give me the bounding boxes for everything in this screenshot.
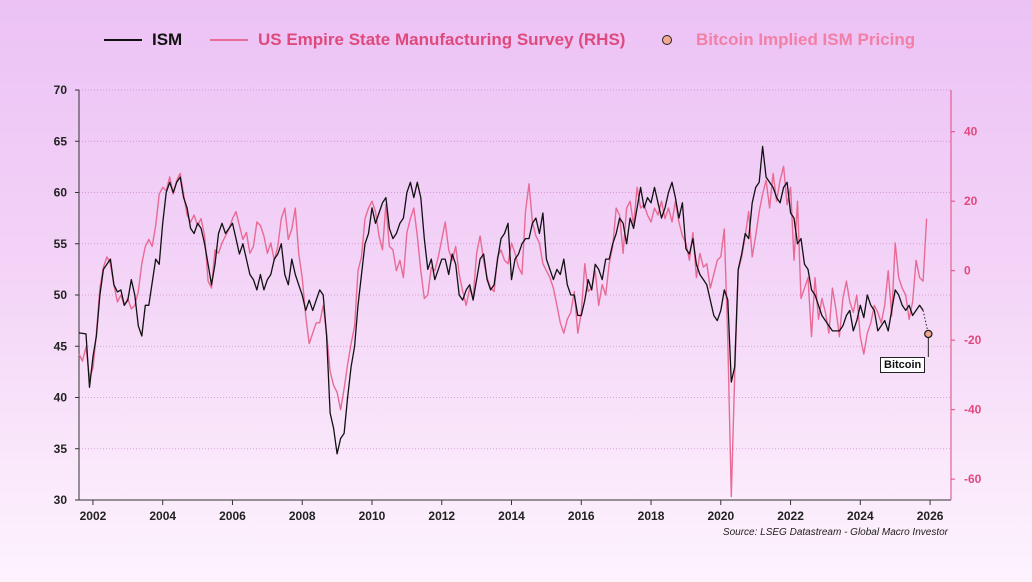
legend-item-bitcoin: Bitcoin Implied ISM Pricing [662, 30, 915, 50]
empire-series-line [78, 165, 928, 498]
series-lines [78, 145, 928, 498]
source-note: Source: LSEG Datastream - Global Macro I… [722, 527, 948, 538]
y-right-tick-label: 40 [964, 125, 978, 139]
legend-ism-label: ISM [152, 30, 183, 49]
y-right-tick-label: -60 [964, 472, 982, 486]
y-left-tick-label: 55 [54, 237, 68, 251]
tick-labels: 30 35 40 45 50 55 60 65 70 -60 -40 -20 0 20 40 2002 2004… [54, 83, 982, 523]
x-tick-label: 2008 [289, 509, 316, 523]
x-tick-label: 2002 [80, 509, 107, 523]
y-left-tick-label: 70 [54, 83, 68, 97]
axes [75, 89, 955, 505]
y-left-tick-label: 65 [54, 134, 68, 148]
bitcoin-dotted-connector [922, 310, 929, 335]
x-tick-label: 2020 [707, 509, 734, 523]
y-left-tick-label: 50 [54, 288, 68, 302]
y-right-tick-label: 0 [964, 264, 971, 278]
legend-empire-label: US Empire State Manufacturing Survey (RH… [258, 30, 626, 49]
x-tick-label: 2018 [638, 509, 665, 523]
x-tick-label: 2010 [359, 509, 386, 523]
bitcoin-callout-label: Bitcoin [880, 357, 926, 373]
legend-item-ism: ISM [104, 30, 182, 50]
grid-lines [79, 89, 951, 501]
legend-bitcoin-label: Bitcoin Implied ISM Pricing [696, 30, 916, 49]
x-tick-label: 2022 [777, 509, 804, 523]
bitcoin-marker [922, 310, 933, 357]
y-left-tick-label: 30 [54, 493, 68, 507]
x-tick-label: 2024 [847, 509, 874, 523]
x-tick-label: 2012 [428, 509, 455, 523]
y-right-tick-label: 20 [964, 194, 978, 208]
x-tick-label: 2026 [917, 509, 944, 523]
y-left-tick-label: 35 [54, 442, 68, 456]
bitcoin-point [924, 329, 933, 339]
y-left-tick-label: 40 [54, 391, 68, 405]
legend: ISM US Empire State Manufacturing Survey… [0, 30, 1032, 54]
y-right-tick-label: -40 [964, 403, 982, 417]
legend-empire-swatch [210, 39, 248, 41]
x-tick-label: 2014 [498, 509, 525, 523]
ism-series-line [78, 145, 924, 455]
y-right-tick-label: -20 [964, 333, 982, 347]
legend-ism-swatch [104, 39, 142, 41]
y-left-tick-label: 60 [54, 186, 68, 200]
x-tick-label: 2016 [568, 509, 595, 523]
x-tick-label: 2004 [149, 509, 176, 523]
y-left-tick-label: 45 [54, 339, 68, 353]
x-tick-label: 2006 [219, 509, 246, 523]
legend-bitcoin-dot [662, 35, 672, 45]
legend-item-empire: US Empire State Manufacturing Survey (RH… [210, 30, 625, 50]
